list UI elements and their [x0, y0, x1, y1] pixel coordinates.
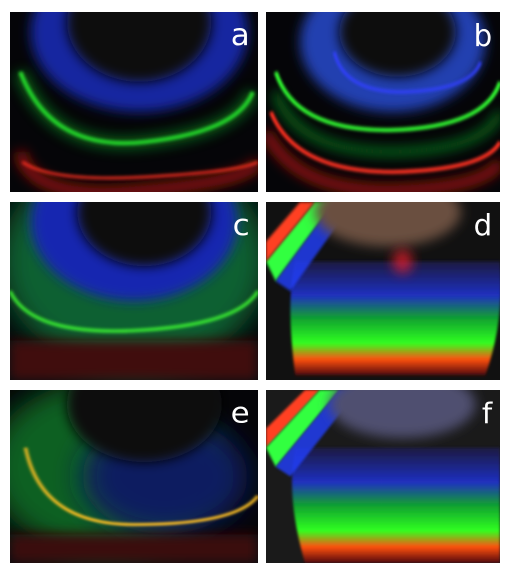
panel-label: b	[474, 19, 493, 53]
panel-d: d	[266, 202, 500, 380]
panel-e: e	[10, 390, 258, 563]
panel-a: a	[10, 12, 258, 192]
panel-b: b	[266, 12, 500, 192]
panel-label: c	[233, 209, 250, 243]
panel-label: a	[231, 19, 250, 53]
panel-label: f	[482, 396, 493, 430]
panel-label: d	[474, 208, 493, 242]
panel-c: c	[10, 202, 258, 380]
panel-label: e	[231, 396, 250, 430]
panel-f: f	[266, 390, 500, 563]
